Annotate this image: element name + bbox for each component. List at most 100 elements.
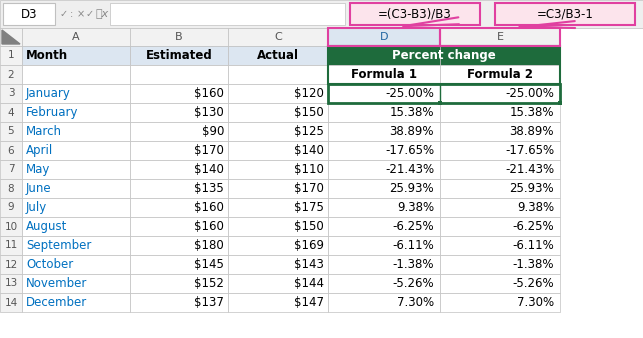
Text: -17.65%: -17.65% bbox=[385, 144, 434, 157]
Text: $110: $110 bbox=[294, 163, 324, 176]
Text: 2: 2 bbox=[8, 70, 14, 79]
Bar bbox=[228, 103, 328, 122]
Bar bbox=[22, 293, 130, 312]
Bar bbox=[130, 122, 228, 141]
Bar bbox=[3, 3, 55, 25]
Bar bbox=[328, 46, 560, 84]
Bar bbox=[130, 255, 228, 274]
Bar bbox=[0, 293, 22, 312]
Text: 15.38%: 15.38% bbox=[390, 106, 434, 119]
Bar bbox=[440, 28, 560, 46]
Bar bbox=[328, 103, 440, 122]
Bar bbox=[22, 236, 130, 255]
Bar bbox=[558, 101, 562, 105]
Text: February: February bbox=[26, 106, 78, 119]
Text: E: E bbox=[496, 32, 503, 42]
Text: 9: 9 bbox=[8, 202, 14, 213]
Bar bbox=[22, 122, 130, 141]
Bar bbox=[328, 198, 440, 217]
Text: D3: D3 bbox=[21, 7, 37, 21]
Text: $150: $150 bbox=[294, 220, 324, 233]
Text: $170: $170 bbox=[294, 182, 324, 195]
Bar bbox=[228, 46, 328, 65]
Bar bbox=[328, 236, 440, 255]
Bar bbox=[228, 65, 328, 84]
Text: ×: × bbox=[77, 9, 85, 19]
Text: -6.25%: -6.25% bbox=[512, 220, 554, 233]
Bar bbox=[130, 84, 228, 103]
Bar bbox=[350, 3, 480, 25]
Text: -6.25%: -6.25% bbox=[392, 220, 434, 233]
Text: 8: 8 bbox=[8, 184, 14, 193]
Bar bbox=[328, 65, 440, 84]
Text: $144: $144 bbox=[294, 277, 324, 290]
Text: Formula 2: Formula 2 bbox=[467, 68, 533, 81]
Bar bbox=[22, 46, 130, 65]
Text: December: December bbox=[26, 296, 87, 309]
Text: 38.89%: 38.89% bbox=[509, 125, 554, 138]
Text: $175: $175 bbox=[294, 201, 324, 214]
Text: -5.26%: -5.26% bbox=[392, 277, 434, 290]
Bar bbox=[0, 198, 22, 217]
Text: Actual: Actual bbox=[257, 49, 299, 62]
Text: -21.43%: -21.43% bbox=[385, 163, 434, 176]
Bar bbox=[0, 122, 22, 141]
Text: 13: 13 bbox=[5, 279, 17, 289]
Text: =(C3-B3)/B3: =(C3-B3)/B3 bbox=[378, 7, 452, 21]
Bar bbox=[328, 160, 440, 179]
Bar bbox=[438, 101, 442, 105]
Bar bbox=[328, 293, 440, 312]
Bar bbox=[440, 293, 560, 312]
Text: 14: 14 bbox=[5, 297, 17, 308]
Text: $90: $90 bbox=[202, 125, 224, 138]
Bar bbox=[130, 179, 228, 198]
Text: 4: 4 bbox=[8, 107, 14, 118]
Bar bbox=[0, 160, 22, 179]
Text: $180: $180 bbox=[194, 239, 224, 252]
Bar bbox=[228, 160, 328, 179]
Text: $130: $130 bbox=[194, 106, 224, 119]
Text: 25.93%: 25.93% bbox=[509, 182, 554, 195]
Bar bbox=[0, 65, 22, 84]
Bar bbox=[228, 122, 328, 141]
Text: July: July bbox=[26, 201, 47, 214]
Bar bbox=[130, 236, 228, 255]
Text: Formula 1: Formula 1 bbox=[351, 68, 417, 81]
Bar bbox=[440, 179, 560, 198]
Text: 11: 11 bbox=[5, 241, 17, 250]
Bar bbox=[22, 179, 130, 198]
Bar bbox=[0, 28, 22, 46]
Text: :: : bbox=[70, 9, 73, 19]
Bar bbox=[22, 217, 130, 236]
Text: =C3/B3-1: =C3/B3-1 bbox=[536, 7, 593, 21]
Bar bbox=[22, 84, 130, 103]
Text: -25.00%: -25.00% bbox=[385, 87, 434, 100]
Bar bbox=[328, 255, 440, 274]
Bar bbox=[130, 103, 228, 122]
Text: $160: $160 bbox=[194, 201, 224, 214]
Bar bbox=[0, 46, 22, 65]
Bar bbox=[328, 28, 440, 46]
Text: $120: $120 bbox=[294, 87, 324, 100]
Text: January: January bbox=[26, 87, 71, 100]
Bar bbox=[328, 122, 440, 141]
Bar bbox=[328, 84, 440, 103]
Text: Estimated: Estimated bbox=[145, 49, 212, 62]
Bar bbox=[22, 274, 130, 293]
Text: May: May bbox=[26, 163, 50, 176]
Bar bbox=[22, 28, 130, 46]
Bar bbox=[228, 141, 328, 160]
Text: 38.89%: 38.89% bbox=[390, 125, 434, 138]
Bar bbox=[328, 179, 440, 198]
Text: -6.11%: -6.11% bbox=[392, 239, 434, 252]
Text: $147: $147 bbox=[294, 296, 324, 309]
Text: $145: $145 bbox=[194, 258, 224, 271]
Text: March: March bbox=[26, 125, 62, 138]
Bar bbox=[130, 46, 228, 65]
Text: $160: $160 bbox=[194, 220, 224, 233]
Bar bbox=[440, 65, 560, 84]
Text: A: A bbox=[72, 32, 80, 42]
Bar bbox=[130, 160, 228, 179]
Bar bbox=[130, 141, 228, 160]
Bar bbox=[228, 255, 328, 274]
